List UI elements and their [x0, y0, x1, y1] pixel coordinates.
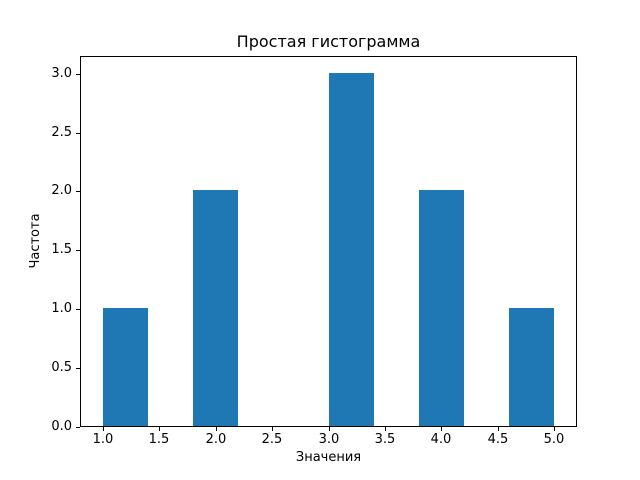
y-tick-label: 0.5 — [51, 360, 72, 375]
histogram-bar — [193, 190, 238, 426]
plot-area — [80, 56, 577, 427]
y-tick-mark — [76, 191, 80, 192]
histogram-bar — [509, 308, 554, 426]
y-tick-label: 2.5 — [51, 125, 72, 140]
x-tick-mark — [441, 427, 442, 431]
x-tick-mark — [329, 427, 330, 431]
x-axis-label: Значения — [295, 450, 362, 465]
y-tick-label: 0.0 — [51, 419, 72, 434]
x-tick-label: 3.5 — [374, 432, 396, 447]
y-tick-mark — [76, 74, 80, 75]
y-tick-mark — [76, 309, 80, 310]
x-tick-mark — [159, 427, 160, 431]
histogram-bar — [419, 190, 464, 426]
x-tick-label: 3.0 — [318, 432, 340, 447]
y-tick-mark — [76, 250, 80, 251]
y-tick-mark — [76, 368, 80, 369]
x-tick-label: 2.5 — [261, 432, 283, 447]
x-tick-mark — [385, 427, 386, 431]
histogram-bar — [329, 73, 374, 426]
y-tick-label: 2.0 — [51, 183, 72, 198]
x-tick-label: 4.0 — [430, 432, 452, 447]
x-tick-mark — [498, 427, 499, 431]
y-tick-label: 1.5 — [51, 242, 72, 257]
y-tick-mark — [76, 427, 80, 428]
x-tick-label: 1.5 — [148, 432, 170, 447]
x-tick-label: 2.0 — [205, 432, 227, 447]
x-tick-mark — [216, 427, 217, 431]
x-tick-label: 5.0 — [543, 432, 565, 447]
histogram-bar — [103, 308, 148, 426]
y-tick-mark — [76, 133, 80, 134]
x-tick-mark — [103, 427, 104, 431]
x-tick-label: 1.0 — [92, 432, 114, 447]
y-tick-label: 3.0 — [51, 66, 72, 81]
y-tick-label: 1.0 — [51, 301, 72, 316]
y-axis-label: Частота — [28, 213, 43, 269]
x-tick-mark — [272, 427, 273, 431]
chart-title: Простая гистограмма — [236, 32, 421, 51]
x-tick-label: 4.5 — [487, 432, 509, 447]
x-tick-mark — [554, 427, 555, 431]
